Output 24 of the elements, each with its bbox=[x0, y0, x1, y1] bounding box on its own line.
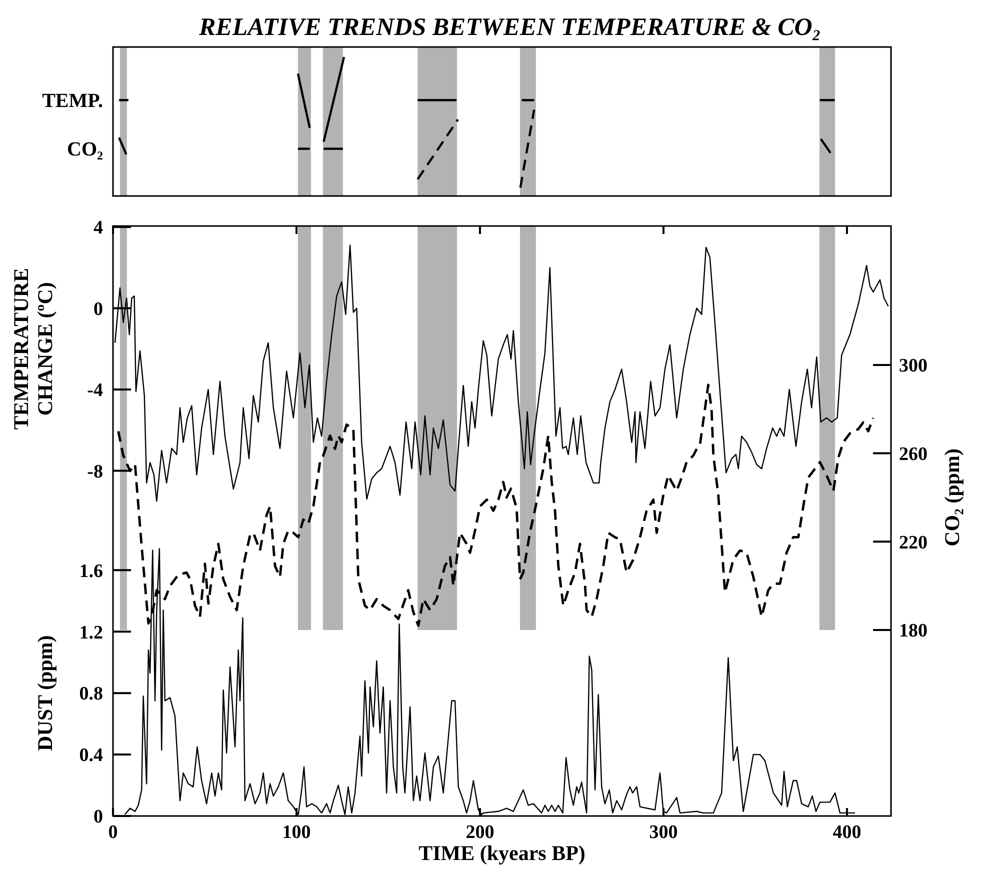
x-tick-label: 100 bbox=[282, 822, 311, 843]
y-tick-label: -8 bbox=[87, 461, 103, 482]
y2-tick-label: 220 bbox=[899, 532, 928, 554]
x-axis-title: TIME (kyears BP) bbox=[418, 841, 586, 865]
x-tick-label: 400 bbox=[832, 822, 862, 843]
x-tick-label: 300 bbox=[649, 822, 678, 843]
y3-tick-label: 1.2 bbox=[79, 622, 103, 644]
y-tick-label: 0 bbox=[94, 298, 103, 320]
y-axis-title: TEMPERATURE CHANGE (ºC) bbox=[9, 268, 57, 430]
y-tick-label: 4 bbox=[94, 218, 104, 239]
y2-tick-label: 300 bbox=[899, 356, 928, 377]
y3-axis-title: DUST (ppm) bbox=[33, 635, 57, 751]
chart-title: RELATIVE TRENDS BETWEEN TEMPERATURE & CO₂ bbox=[198, 14, 822, 41]
y2-tick-label: 260 bbox=[899, 444, 928, 465]
series-label: CO₂ bbox=[67, 138, 103, 161]
y3-tick-label: 0.4 bbox=[79, 745, 104, 766]
y3-tick-label: 0.8 bbox=[79, 684, 103, 705]
y-tick-label: -4 bbox=[87, 380, 104, 402]
x-tick-label: 200 bbox=[466, 822, 494, 843]
y3-tick-label: 1.6 bbox=[79, 560, 103, 582]
series-label: TEMP. bbox=[42, 90, 103, 112]
y2-axis-title: CO₂ (ppm) bbox=[940, 448, 964, 546]
y2-tick-label: 180 bbox=[899, 620, 928, 642]
x-tick-label: 0 bbox=[108, 822, 118, 843]
